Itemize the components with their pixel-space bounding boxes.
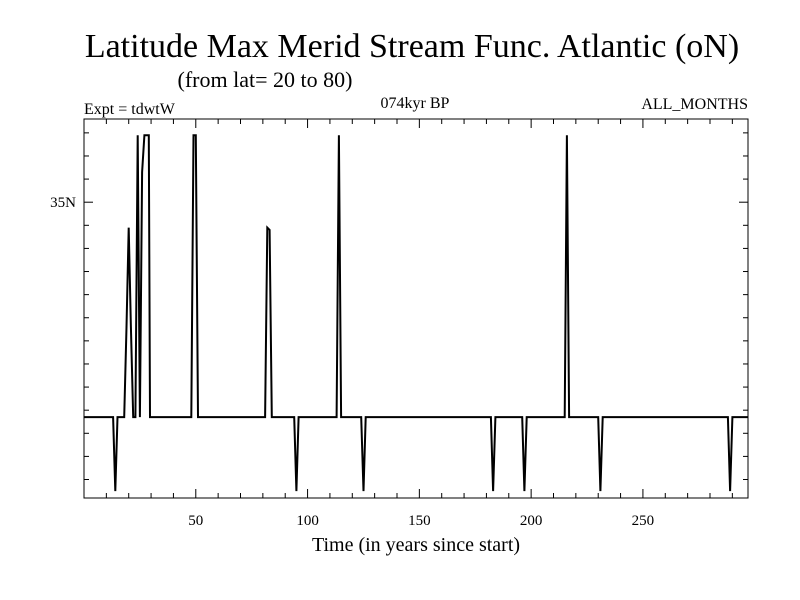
months-label: ALL_MONTHS xyxy=(641,96,748,113)
chart-title: Latitude Max Merid Stream Func. Atlantic… xyxy=(85,28,739,65)
x-tick-label: 250 xyxy=(632,513,655,529)
axis-ticks xyxy=(84,119,748,498)
x-tick-label: 100 xyxy=(296,513,319,529)
x-tick-label: 200 xyxy=(520,513,543,529)
y-tick-label: 35N xyxy=(50,195,76,211)
x-tick-label: 150 xyxy=(408,513,431,529)
x-tick-label: 50 xyxy=(188,513,203,529)
x-axis-label: Time (in years since start) xyxy=(312,534,520,556)
plot-frame xyxy=(83,118,749,499)
series-line xyxy=(84,134,748,492)
chart-subtitle: (from lat= 20 to 80) xyxy=(178,67,353,92)
axis-tick-labels: 50 100 150 200 250 35N xyxy=(50,195,654,529)
period-label: 074kyr BP xyxy=(381,95,450,112)
experiment-label: Expt = tdwtW xyxy=(84,101,176,118)
